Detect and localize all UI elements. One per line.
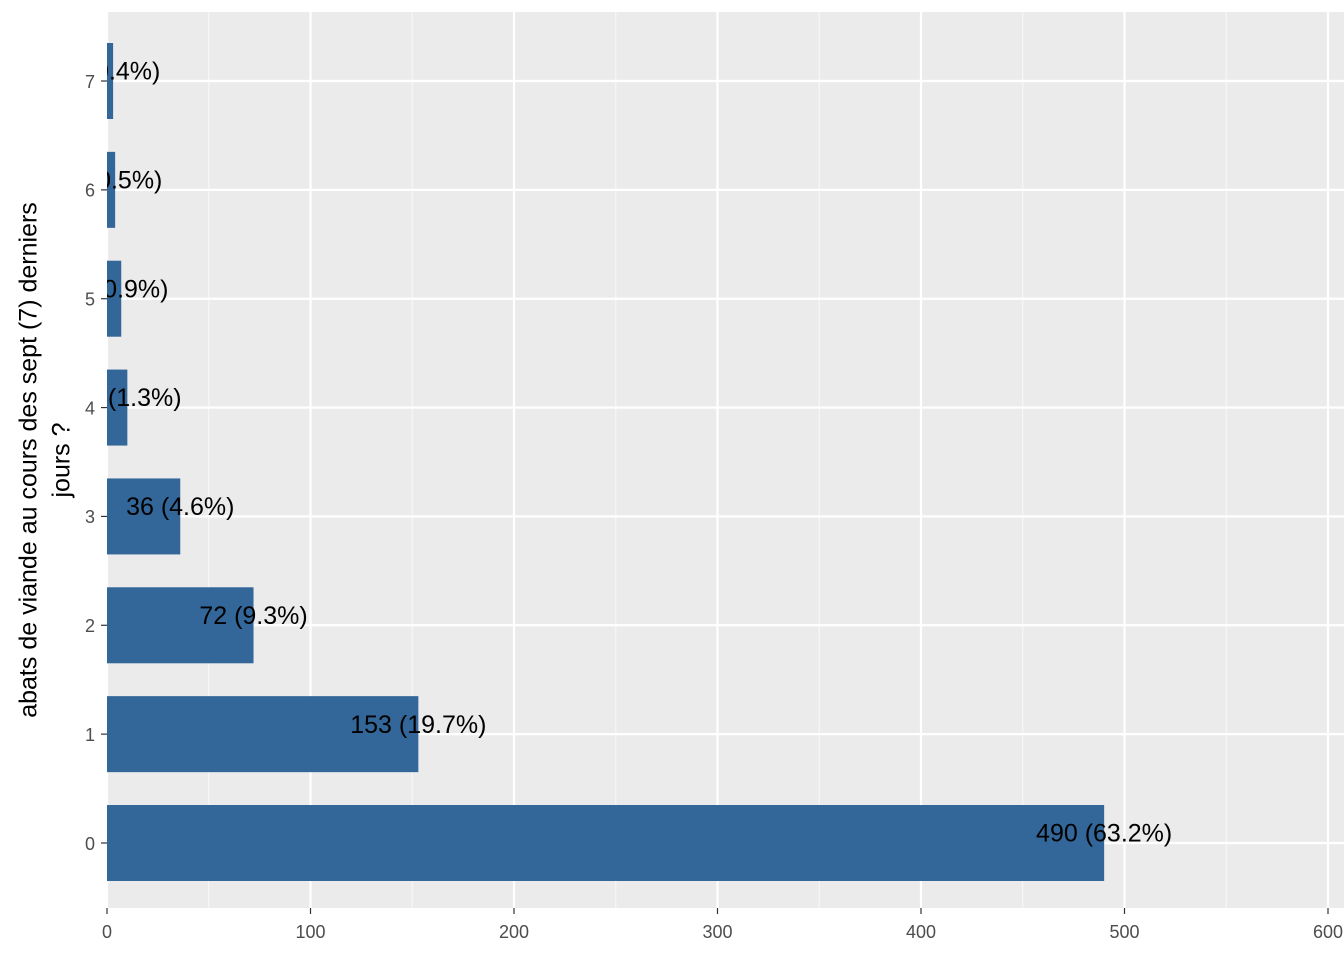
data-label: 10 (1.3%) [73, 384, 181, 412]
x-tick-label: 200 [499, 922, 529, 942]
data-label: 72 (9.3%) [199, 602, 307, 630]
bar [107, 151, 116, 228]
x-tick-label: 100 [295, 922, 325, 942]
data-label: 7 (0.9%) [74, 275, 168, 303]
panel [107, 12, 1344, 908]
x-tick-label: 600 [1313, 922, 1343, 942]
y-tick-label: 2 [85, 616, 95, 636]
data-label: 153 (19.7%) [350, 711, 486, 739]
grid [105, 12, 1344, 908]
bar [107, 805, 1105, 881]
bar [107, 260, 122, 337]
x-tick-label: 400 [906, 922, 936, 942]
y-tick-label: 6 [85, 181, 95, 201]
y-axis-title: jours ? [48, 422, 76, 498]
y-tick-label: 0 [85, 834, 95, 854]
y-tick-label: 7 [85, 72, 95, 92]
data-label: 3 (0.4%) [66, 58, 160, 86]
y-tick-label: 4 [85, 398, 95, 418]
y-tick-label: 3 [85, 507, 95, 527]
bar [107, 587, 254, 664]
bar [107, 43, 114, 119]
x-tick-label: 300 [702, 922, 732, 942]
bar [107, 369, 128, 446]
y-tick-label: 1 [85, 725, 95, 745]
plot-area: 490 (63.2%) 153 (19.7%) 72 (9.3%) 36 (4.6%)… [66, 43, 1172, 881]
axes: 0 100 200 300 400 500 600 0 1 2 3 4 5 6 7 [85, 72, 1343, 942]
data-label: 490 (63.2%) [1036, 820, 1172, 848]
x-tick-label: 500 [1109, 922, 1139, 942]
y-axis-title: abats de viande au cours des sept (7) de… [15, 202, 43, 718]
bar [107, 478, 181, 555]
bar [107, 696, 419, 773]
data-label: 4 (0.5%) [68, 166, 162, 194]
y-tick-label: 5 [85, 289, 95, 309]
x-tick-label: 0 [102, 922, 112, 942]
data-label: 36 (4.6%) [126, 493, 234, 521]
